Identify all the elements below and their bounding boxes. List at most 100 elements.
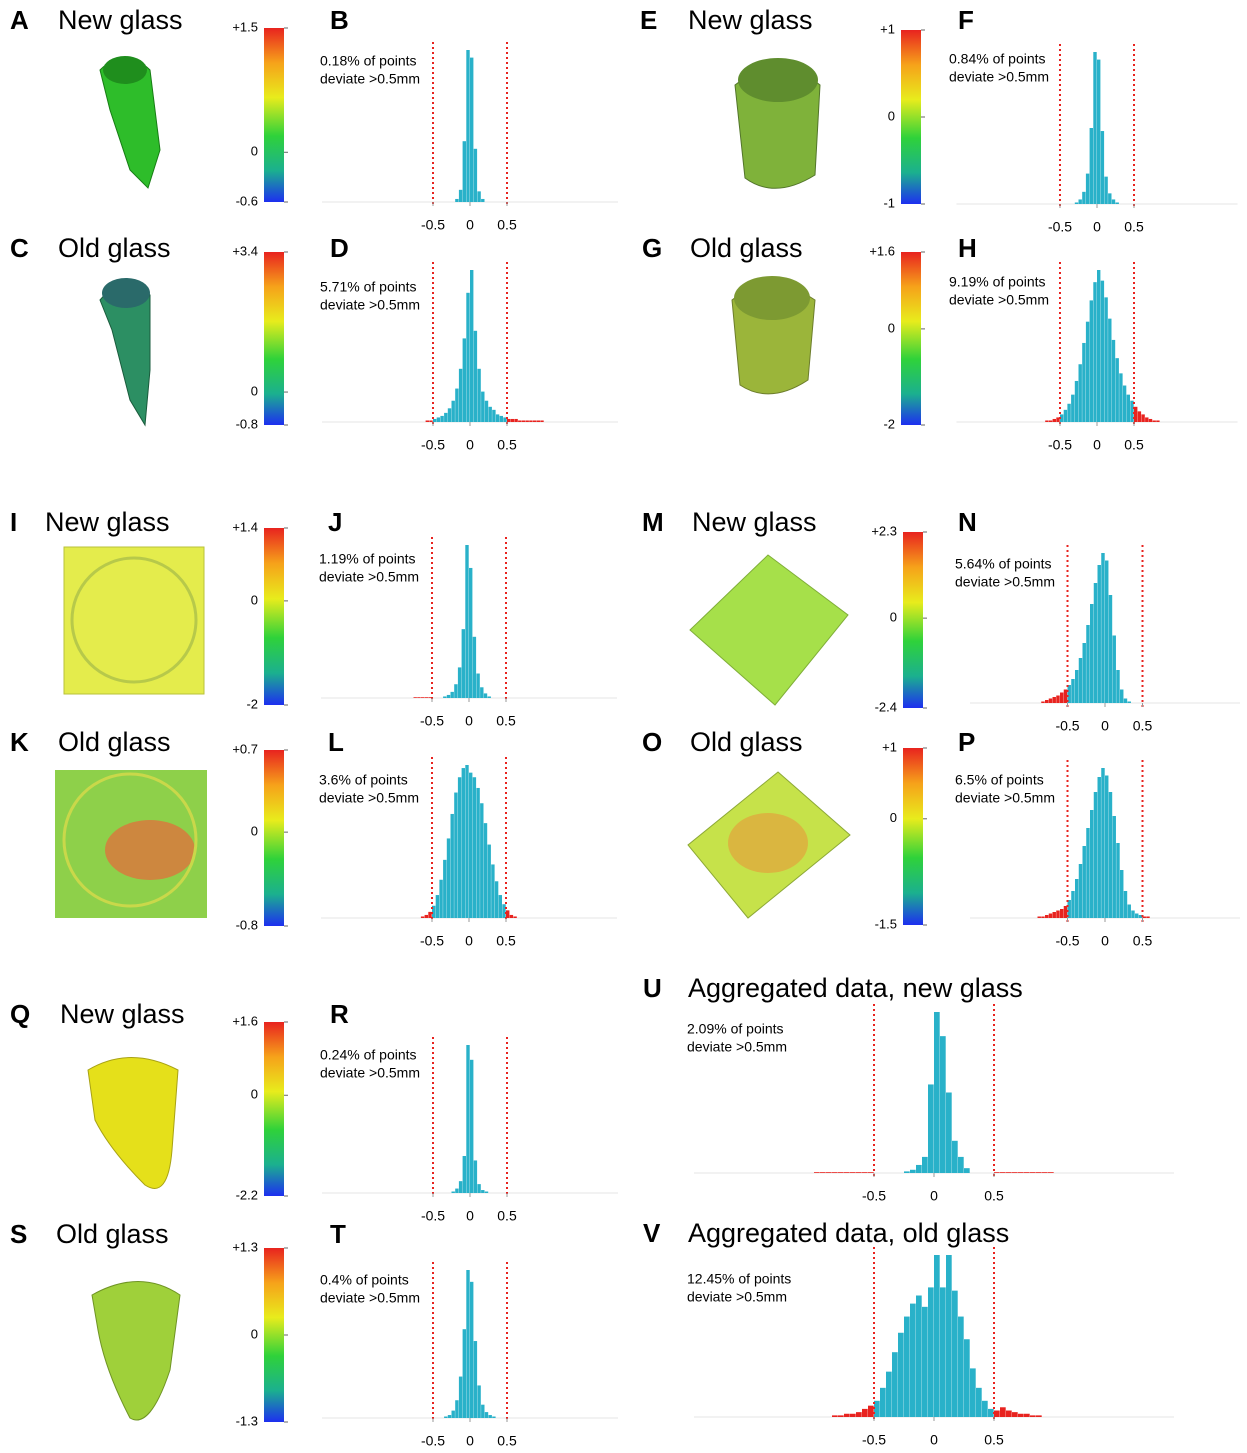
histogram-bar bbox=[1108, 193, 1111, 204]
histogram-bar bbox=[1045, 420, 1048, 422]
histogram-bar bbox=[492, 410, 495, 422]
histogram-bar bbox=[856, 1172, 862, 1173]
histogram-bar bbox=[1116, 202, 1119, 204]
histogram-bar bbox=[1141, 414, 1144, 422]
histogram-bar bbox=[1116, 670, 1119, 703]
annotation: 3.6% of points bbox=[319, 772, 408, 788]
histogram-bar bbox=[850, 1414, 856, 1417]
histogram-bar bbox=[455, 199, 458, 202]
histogram-bar bbox=[1075, 879, 1078, 918]
histogram-bar bbox=[1079, 364, 1082, 422]
histogram-bar bbox=[886, 1372, 892, 1417]
histogram-bar bbox=[1097, 270, 1100, 422]
histogram-bar bbox=[480, 687, 483, 698]
colorbar-tick-label: +1 bbox=[882, 739, 897, 754]
histogram-bar bbox=[904, 1171, 910, 1173]
colorbar-tick-label: +1.3 bbox=[232, 1239, 258, 1254]
histogram-bar bbox=[1079, 199, 1082, 204]
histogram-bar bbox=[425, 697, 428, 698]
histogram-bar bbox=[473, 777, 476, 918]
colorbar-tick-label: 0 bbox=[888, 320, 895, 335]
annotation: deviate >0.5mm bbox=[687, 1039, 787, 1055]
panel-label: H bbox=[958, 233, 977, 263]
histogram-bar bbox=[940, 1036, 946, 1173]
histogram-bar bbox=[463, 338, 466, 422]
histogram-bar bbox=[459, 1181, 462, 1193]
histogram-bar bbox=[436, 895, 439, 918]
histogram-bar bbox=[455, 1400, 458, 1418]
panel-title: New glass bbox=[45, 507, 170, 537]
histogram-bar bbox=[1104, 297, 1107, 422]
x-tick-label: 0.5 bbox=[1124, 437, 1144, 453]
histogram-bar bbox=[1045, 700, 1048, 703]
histogram-bar bbox=[928, 1084, 934, 1173]
x-tick-label: 0 bbox=[1093, 219, 1101, 235]
annotation: 0.18% of points bbox=[320, 53, 417, 69]
histogram-bar bbox=[964, 1339, 970, 1417]
histogram-bar bbox=[1112, 199, 1115, 204]
colorbar bbox=[264, 750, 284, 926]
histogram-bar bbox=[1024, 1172, 1030, 1173]
panel-label: J bbox=[328, 507, 342, 537]
histogram-bar bbox=[838, 1172, 844, 1173]
histogram-bar bbox=[1146, 917, 1149, 919]
histogram-bar bbox=[1120, 870, 1123, 918]
colorbar bbox=[903, 748, 923, 925]
histogram-bar bbox=[916, 1296, 922, 1418]
colorbar-tick-label: +1.6 bbox=[232, 1013, 258, 1028]
histogram-bar bbox=[1045, 915, 1048, 918]
histogram-bar bbox=[488, 845, 491, 918]
annotation: deviate >0.5mm bbox=[955, 574, 1055, 590]
histogram-bar bbox=[459, 369, 462, 422]
histogram-bar bbox=[1145, 417, 1148, 422]
histogram-bar bbox=[466, 50, 469, 202]
colorbar-tick-label: +1.5 bbox=[232, 19, 258, 34]
histogram-bar bbox=[1101, 553, 1104, 703]
histogram-bar bbox=[447, 695, 450, 698]
histogram-bar bbox=[1036, 1172, 1042, 1173]
histogram-bar bbox=[928, 1287, 934, 1417]
colorbar bbox=[903, 532, 923, 708]
annotation: deviate >0.5mm bbox=[320, 1290, 420, 1306]
histogram-bar bbox=[481, 199, 484, 202]
histogram-bar bbox=[1049, 699, 1052, 704]
histogram-bar bbox=[820, 1172, 826, 1173]
histogram-bar bbox=[469, 773, 472, 918]
histogram-bar bbox=[481, 1405, 484, 1418]
panel-title: New glass bbox=[60, 999, 185, 1029]
histogram-bar bbox=[1105, 561, 1108, 704]
histogram-bar bbox=[1086, 174, 1089, 204]
x-tick-label: 0 bbox=[466, 217, 474, 233]
x-tick-label: 0 bbox=[930, 1188, 938, 1204]
panel-label: Q bbox=[10, 999, 30, 1029]
histogram-bar bbox=[1105, 776, 1108, 919]
histogram-bar bbox=[417, 697, 420, 698]
panel-label: F bbox=[958, 5, 974, 35]
histogram-bar bbox=[440, 416, 443, 422]
histogram-bar bbox=[1101, 768, 1104, 918]
histogram-bar bbox=[477, 1385, 480, 1418]
colorbar bbox=[264, 1248, 284, 1422]
annotation: 5.71% of points bbox=[320, 279, 417, 295]
histogram-bar bbox=[491, 864, 494, 918]
annotation: deviate >0.5mm bbox=[319, 569, 419, 585]
histogram-bar bbox=[459, 1377, 462, 1418]
histogram-bar bbox=[1124, 699, 1127, 704]
histogram-bar bbox=[1086, 625, 1089, 703]
annotation: deviate >0.5mm bbox=[955, 790, 1055, 806]
histogram-bar bbox=[862, 1409, 868, 1417]
panel-label: S bbox=[10, 1219, 27, 1249]
histogram-bar bbox=[455, 1189, 458, 1193]
histogram-bar bbox=[443, 696, 446, 698]
colorbar-tick-label: -1.3 bbox=[236, 1413, 258, 1428]
histogram-bar bbox=[1138, 411, 1141, 422]
histogram-bar bbox=[513, 916, 516, 918]
panel-label: A bbox=[10, 5, 29, 35]
panel-label: I bbox=[10, 507, 17, 537]
histogram-bar bbox=[454, 793, 457, 918]
histogram-bar bbox=[514, 419, 517, 422]
histogram-bar bbox=[1075, 381, 1078, 422]
histogram-bar bbox=[452, 1192, 455, 1193]
annotation: 0.84% of points bbox=[949, 51, 1046, 67]
histogram-bar bbox=[1120, 690, 1123, 704]
